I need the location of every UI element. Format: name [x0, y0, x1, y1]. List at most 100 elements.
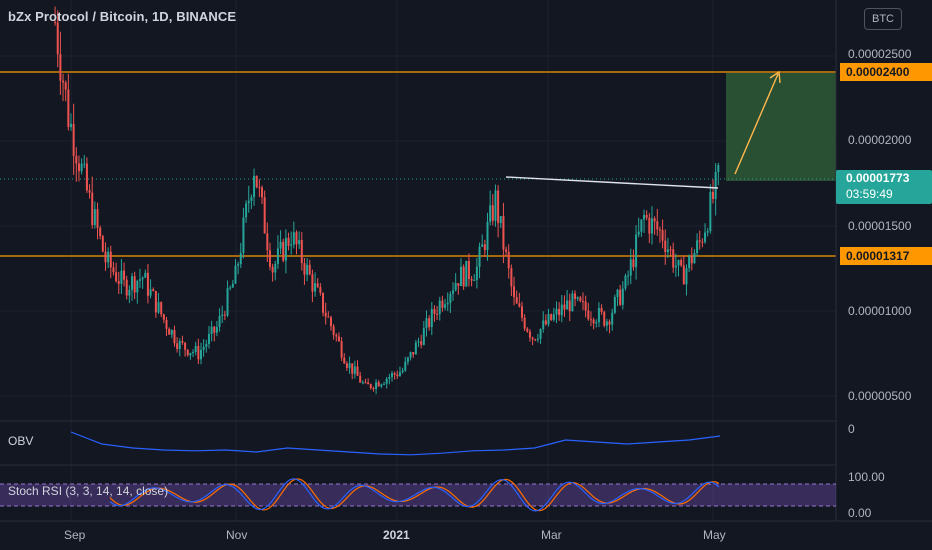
- candle-body: [600, 307, 603, 312]
- candle-body: [210, 326, 213, 335]
- candle-body: [250, 197, 253, 201]
- candle-body: [245, 203, 248, 218]
- candle-body: [536, 338, 539, 340]
- x-tick: May: [703, 528, 726, 542]
- candle-body: [635, 234, 638, 268]
- candle-body: [502, 216, 505, 250]
- obv-label: OBV: [8, 434, 34, 448]
- candle-body: [54, 22, 57, 23]
- candle-body: [438, 300, 441, 315]
- level-low-label: 0.00001317: [840, 247, 932, 265]
- candle-body: [117, 281, 120, 284]
- candle-body: [597, 307, 600, 323]
- candle-body: [539, 329, 542, 339]
- candle-body: [72, 123, 75, 156]
- stoch-k-line: [109, 478, 720, 512]
- candle-body: [343, 357, 346, 364]
- candle-body: [83, 163, 86, 165]
- candle-body: [322, 292, 325, 313]
- candle-body: [674, 265, 677, 268]
- candle-body: [645, 214, 648, 218]
- candle-body: [115, 272, 118, 282]
- candle-body: [85, 163, 88, 191]
- candle-body: [107, 251, 110, 263]
- candle-body: [717, 165, 720, 172]
- candle-body: [483, 244, 486, 251]
- candle-body: [531, 337, 534, 340]
- x-tick: Sep: [64, 528, 86, 542]
- candle-body: [75, 155, 78, 164]
- candle-body: [345, 363, 348, 368]
- candle-body: [62, 80, 65, 83]
- candle-body: [56, 22, 59, 55]
- trendline[interactable]: [505, 176, 719, 189]
- obv-line: [70, 431, 721, 456]
- y-tick: 0.00001500: [848, 219, 912, 233]
- level-high-label: 0.00002400: [840, 63, 932, 81]
- candle-body: [96, 209, 99, 228]
- candle-body: [337, 336, 340, 342]
- candle-body: [279, 241, 282, 249]
- candle-body: [611, 312, 614, 325]
- candle-body: [462, 266, 465, 287]
- candle-body: [714, 171, 717, 199]
- candle-body: [391, 373, 393, 378]
- candle-body: [497, 190, 500, 224]
- candle-body: [677, 260, 680, 266]
- candle-body: [680, 260, 683, 266]
- candle-body: [284, 237, 287, 261]
- candle-body: [351, 363, 354, 374]
- candle-body: [550, 314, 553, 320]
- candle-body: [146, 272, 149, 296]
- candle-body: [364, 382, 367, 384]
- target-arrow[interactable]: [734, 73, 779, 175]
- candle-body: [494, 190, 497, 221]
- candle-body: [176, 343, 179, 350]
- candle-body: [261, 187, 264, 198]
- candle-body: [221, 314, 224, 316]
- currency-button[interactable]: BTC: [864, 8, 902, 30]
- candle-body: [112, 267, 115, 273]
- candle-body: [205, 343, 208, 347]
- candle-body: [149, 289, 152, 296]
- candles: [54, 6, 720, 395]
- candle-body: [613, 297, 616, 313]
- candle-body: [412, 352, 415, 355]
- candle-body: [481, 244, 484, 247]
- x-tick: 2021: [383, 528, 410, 542]
- candle-body: [452, 290, 455, 294]
- candle-body: [499, 216, 502, 224]
- candle-body: [515, 297, 518, 304]
- candle-body: [587, 310, 590, 320]
- candle-body: [406, 357, 409, 362]
- candle-body: [422, 328, 425, 345]
- candle-body: [282, 241, 285, 261]
- candle-body: [544, 320, 547, 325]
- candle-body: [93, 209, 96, 226]
- candle-body: [136, 280, 139, 293]
- candle-body: [218, 315, 221, 327]
- candle-body: [558, 308, 561, 316]
- candle-body: [616, 289, 619, 298]
- candle-body: [621, 288, 624, 305]
- candle-body: [672, 249, 675, 268]
- candle-body: [441, 300, 444, 308]
- stoch-axis-top: 100.00: [848, 470, 885, 484]
- last-price-tag: 0.00001773 03:59:49: [836, 170, 932, 204]
- candle-body: [101, 236, 104, 252]
- candle-body: [526, 328, 529, 332]
- candle-body: [77, 163, 80, 172]
- candle-body: [194, 346, 197, 353]
- countdown-label: 03:59:49: [846, 187, 893, 201]
- candle-body: [658, 229, 661, 231]
- candle-body: [648, 217, 651, 234]
- candle-body: [385, 378, 388, 384]
- candle-body: [475, 266, 478, 281]
- candle-body: [292, 232, 295, 245]
- candle-body: [449, 293, 452, 303]
- candle-body: [420, 341, 423, 345]
- candle-body: [669, 249, 672, 251]
- candle-body: [300, 240, 303, 264]
